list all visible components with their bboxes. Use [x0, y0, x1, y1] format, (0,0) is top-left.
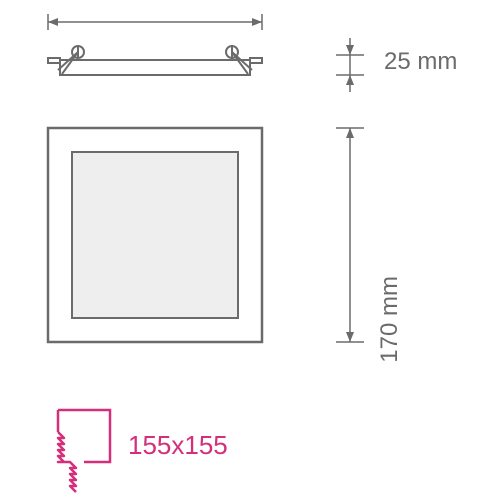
depth-dimension	[336, 38, 364, 92]
height-label-vertical: 170 mm	[376, 276, 404, 363]
front-view	[48, 128, 262, 342]
diagram-container: 25 mm 170 mm 170 mm 155x155	[0, 0, 500, 500]
cutout-label: 155x155	[128, 430, 228, 461]
cutout-icon	[58, 410, 110, 492]
height-dimension	[336, 128, 364, 342]
inner-panel	[72, 152, 238, 318]
depth-label: 25 mm	[384, 48, 457, 76]
top-width-dimension	[48, 14, 262, 30]
side-view	[48, 46, 262, 75]
